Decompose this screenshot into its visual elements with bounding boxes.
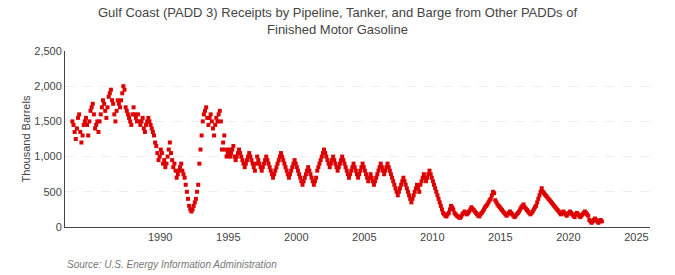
svg-text:2,500: 2,500 <box>34 45 62 57</box>
svg-text:1,000: 1,000 <box>34 150 62 162</box>
svg-text:2000: 2000 <box>284 231 308 243</box>
svg-text:500: 500 <box>43 186 61 198</box>
svg-text:Source: U.S. Energy Informatio: Source: U.S. Energy Information Administ… <box>67 259 277 270</box>
svg-text:Thousand Barrels: Thousand Barrels <box>20 95 32 182</box>
svg-text:Gulf Coast (PADD 3) Receipts b: Gulf Coast (PADD 3) Receipts by Pipeline… <box>98 5 577 37</box>
svg-text:1,500: 1,500 <box>34 115 62 127</box>
svg-text:0: 0 <box>56 221 62 233</box>
svg-text:2025: 2025 <box>624 231 648 243</box>
svg-text:2020: 2020 <box>556 231 580 243</box>
svg-text:1995: 1995 <box>216 231 240 243</box>
svg-text:2005: 2005 <box>352 231 376 243</box>
svg-text:2,000: 2,000 <box>34 80 62 92</box>
svg-text:2015: 2015 <box>488 231 512 243</box>
svg-text:1990: 1990 <box>148 231 172 243</box>
svg-text:2010: 2010 <box>420 231 444 243</box>
